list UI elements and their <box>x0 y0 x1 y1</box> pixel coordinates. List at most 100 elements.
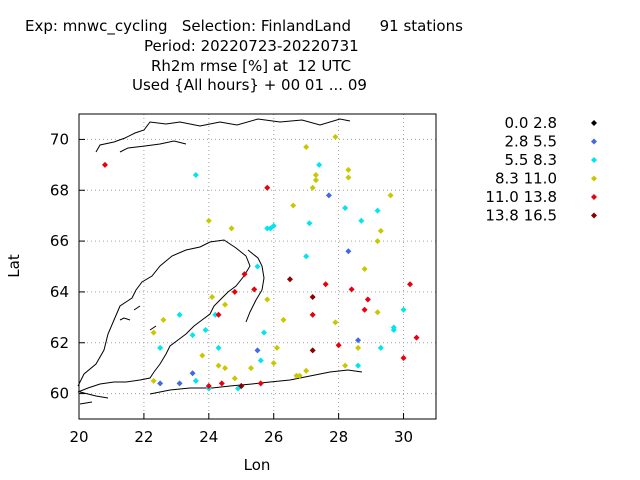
y-tick-label: 60 <box>50 385 69 403</box>
station-point-8-3-11-0 <box>264 296 271 303</box>
station-point-8-3-11-0 <box>342 362 349 369</box>
station-point-5-5-8-3 <box>355 362 362 369</box>
station-point-5-5-8-3 <box>192 377 199 384</box>
chart-title-line-3: Rh2m rmse [%] at 12 UTC <box>151 57 352 75</box>
station-point-11-0-13-8 <box>101 161 108 168</box>
y-axis-label: Lat <box>5 254 23 278</box>
station-point-5-5-8-3 <box>257 357 264 364</box>
station-point-8-3-11-0 <box>205 217 212 224</box>
x-tick-label: 28 <box>329 428 348 446</box>
legend-marker <box>591 175 597 182</box>
station-point-5-5-8-3 <box>192 172 199 178</box>
x-tick-label: 30 <box>394 428 413 446</box>
station-point-8-3-11-0 <box>387 192 394 199</box>
station-point-5-5-8-3 <box>254 263 261 270</box>
station-point-11-0-13-8 <box>335 342 342 349</box>
station-point-5-5-8-3 <box>377 344 384 351</box>
station-point-8-3-11-0 <box>345 174 352 181</box>
station-point-13-8-16-5 <box>309 347 316 354</box>
station-point-11-0-13-8 <box>257 380 264 387</box>
station-point-8-3-11-0 <box>270 360 277 367</box>
chart-title-line-2: Period: 20220723-20220731 <box>144 37 359 55</box>
station-point-8-3-11-0 <box>374 309 381 316</box>
legend-entry-label: 2.8 5.5 <box>505 133 557 151</box>
station-point-5-5-8-3 <box>342 205 349 212</box>
legend-entry-label: 8.3 11.0 <box>495 170 557 188</box>
station-point-8-3-11-0 <box>312 172 319 178</box>
station-point-11-0-13-8 <box>322 281 329 288</box>
legend-entry-label: 13.8 16.5 <box>485 207 557 225</box>
station-point-5-5-8-3 <box>267 225 274 232</box>
station-point-11-0-13-8 <box>215 311 222 318</box>
legend-entry-label: 5.5 8.3 <box>505 151 557 169</box>
station-point-8-3-11-0 <box>199 352 206 359</box>
station-point-11-0-13-8 <box>361 306 368 313</box>
station-point-5-5-8-3 <box>303 253 310 260</box>
station-point-8-3-11-0 <box>309 184 316 191</box>
station-point-13-8-16-5 <box>238 382 245 389</box>
station-point-8-3-11-0 <box>160 316 167 323</box>
x-tick-label: 22 <box>134 428 153 446</box>
station-point-11-0-13-8 <box>400 355 407 361</box>
station-point-5-5-8-3 <box>212 311 219 318</box>
x-tick-label: 26 <box>264 428 283 446</box>
station-point-8-3-11-0 <box>332 319 339 326</box>
station-point-5-5-8-3 <box>306 220 313 227</box>
station-point-5-5-8-3 <box>374 207 381 214</box>
station-point-8-3-11-0 <box>345 166 352 173</box>
station-point-8-3-11-0 <box>296 372 303 379</box>
station-point-8-3-11-0 <box>303 367 310 374</box>
coastline-map <box>77 118 363 405</box>
legend-marker <box>591 157 597 163</box>
station-point-11-0-13-8 <box>264 184 271 191</box>
station-point-2-8-5-5 <box>355 337 362 344</box>
station-point-2-8-5-5 <box>176 380 183 387</box>
y-tick-label: 70 <box>50 130 69 148</box>
station-point-5-5-8-3 <box>260 329 267 336</box>
station-point-8-3-11-0 <box>293 372 300 379</box>
legend-entry-label: 0.0 2.8 <box>505 114 557 132</box>
station-point-11-0-13-8 <box>309 311 316 318</box>
data-points <box>101 133 420 392</box>
station-point-8-3-11-0 <box>355 344 362 351</box>
station-point-8-3-11-0 <box>150 329 157 336</box>
station-point-8-3-11-0 <box>231 375 238 382</box>
legend-marker <box>591 212 597 219</box>
station-point-11-0-13-8 <box>348 286 355 293</box>
chart-title-line-1: Exp: mnwc_cycling Selection: FinlandLand… <box>25 17 463 35</box>
legend-entry-label: 11.0 13.8 <box>485 188 557 206</box>
station-point-2-8-5-5 <box>345 248 352 255</box>
station-point-11-0-13-8 <box>251 286 258 293</box>
station-point-5-5-8-3 <box>400 306 407 313</box>
x-tick-label: 24 <box>199 428 218 446</box>
station-point-2-8-5-5 <box>254 347 261 354</box>
plot-frame <box>78 113 437 420</box>
station-point-8-3-11-0 <box>361 266 368 273</box>
station-point-2-8-5-5 <box>189 370 196 377</box>
station-point-8-3-11-0 <box>312 177 319 184</box>
legend-marker <box>591 120 597 126</box>
station-point-11-0-13-8 <box>413 334 420 341</box>
station-point-8-3-11-0 <box>273 344 280 351</box>
station-point-11-0-13-8 <box>407 281 414 288</box>
station-point-8-3-11-0 <box>215 362 222 369</box>
station-point-8-3-11-0 <box>150 377 157 384</box>
station-point-2-8-5-5 <box>325 192 332 199</box>
station-point-2-8-5-5 <box>157 380 164 387</box>
station-point-8-3-11-0 <box>228 225 235 232</box>
station-point-8-3-11-0 <box>209 294 216 300</box>
station-point-5-5-8-3 <box>202 327 209 334</box>
legend-marker <box>591 194 597 200</box>
station-point-11-0-13-8 <box>364 296 371 303</box>
station-point-11-0-13-8 <box>241 271 248 278</box>
station-point-11-0-13-8 <box>231 288 238 295</box>
grid-lines <box>79 114 436 419</box>
station-point-11-0-13-8 <box>205 382 212 389</box>
station-point-8-3-11-0 <box>222 301 229 308</box>
station-point-8-3-11-0 <box>222 365 229 372</box>
x-tick-label: 20 <box>69 428 88 446</box>
legend: 0.0 2.82.8 5.55.5 8.38.3 11.011.0 13.813… <box>485 114 597 225</box>
station-point-8-3-11-0 <box>332 133 339 140</box>
station-point-13-8-16-5 <box>286 276 293 283</box>
y-tick-label: 68 <box>50 181 69 199</box>
